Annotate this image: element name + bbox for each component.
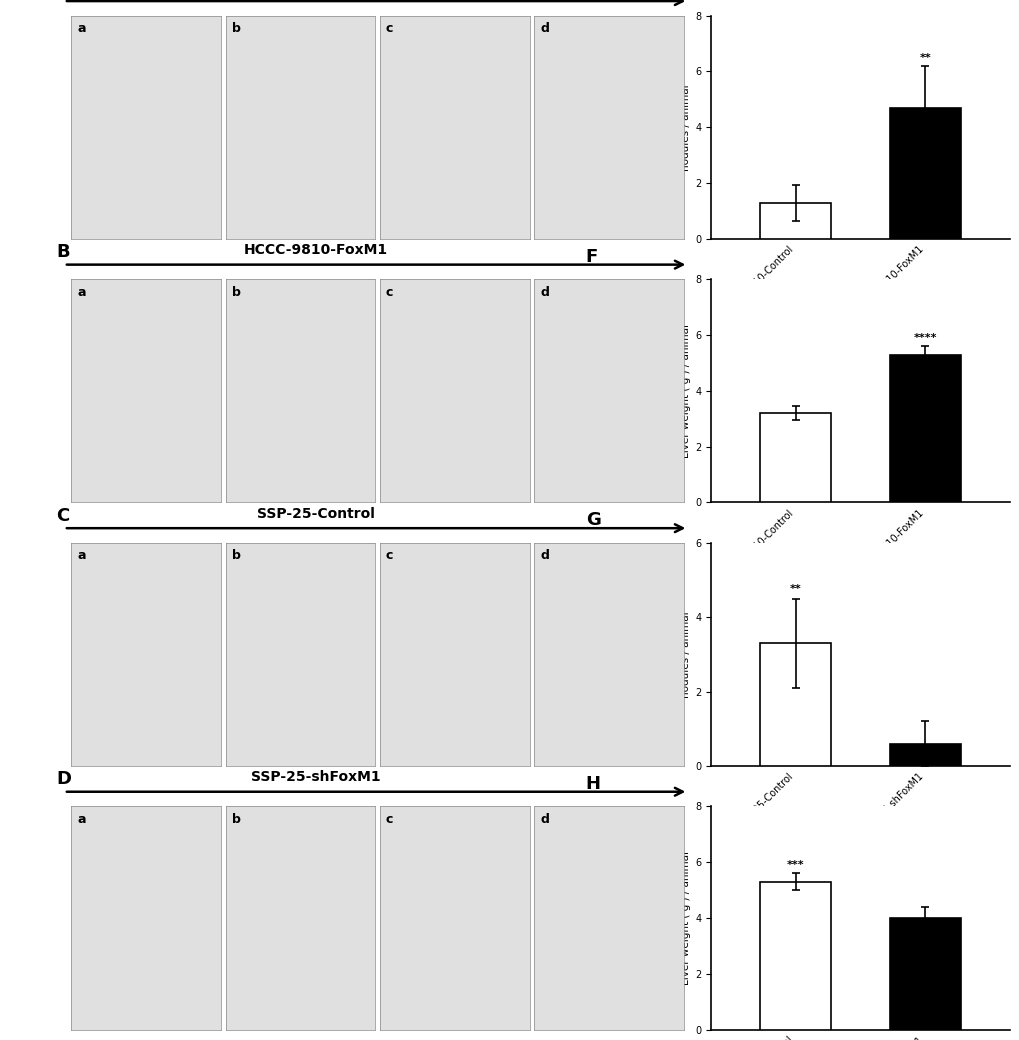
- Text: **: **: [789, 584, 801, 594]
- Bar: [759, 413, 830, 502]
- Text: E: E: [585, 0, 597, 2]
- Text: b: b: [231, 549, 240, 563]
- Text: a: a: [77, 813, 86, 826]
- Text: c: c: [385, 22, 392, 35]
- Text: a: a: [77, 549, 86, 563]
- Text: d: d: [539, 549, 548, 563]
- Text: ****: ****: [913, 333, 936, 343]
- Text: b: b: [231, 22, 240, 35]
- Y-axis label: Total number of tumor
nodules / animal: Total number of tumor nodules / animal: [668, 596, 690, 712]
- Y-axis label: Liver weight ( g ) / animal: Liver weight ( g ) / animal: [681, 323, 690, 458]
- Title: HCCC-9810-FoxM1: HCCC-9810-FoxM1: [244, 243, 387, 257]
- Title: SSP-25-Control: SSP-25-Control: [256, 506, 374, 521]
- Text: B: B: [56, 243, 70, 261]
- Bar: [759, 203, 830, 239]
- Text: c: c: [385, 549, 392, 563]
- Bar: [889, 355, 960, 502]
- Y-axis label: Liver weight ( g ) / animal: Liver weight ( g ) / animal: [681, 851, 690, 985]
- Text: d: d: [539, 286, 548, 298]
- Text: C: C: [56, 506, 69, 525]
- Text: D: D: [56, 771, 71, 788]
- Text: c: c: [385, 286, 392, 298]
- Bar: [889, 108, 960, 239]
- Text: H: H: [585, 775, 600, 792]
- Text: a: a: [77, 22, 86, 35]
- Bar: [759, 643, 830, 766]
- Title: SSP-25-shFoxM1: SSP-25-shFoxM1: [251, 771, 380, 784]
- Bar: [759, 882, 830, 1030]
- Text: F: F: [585, 248, 597, 266]
- Text: a: a: [77, 286, 86, 298]
- Text: b: b: [231, 813, 240, 826]
- Text: d: d: [539, 22, 548, 35]
- Bar: [889, 744, 960, 766]
- Bar: [889, 918, 960, 1030]
- Text: **: **: [918, 52, 930, 62]
- Y-axis label: Total number of tumor
nodules / animal: Total number of tumor nodules / animal: [668, 69, 690, 185]
- Text: b: b: [231, 286, 240, 298]
- Text: ***: ***: [786, 860, 804, 869]
- Text: G: G: [585, 512, 600, 529]
- Text: d: d: [539, 813, 548, 826]
- Text: c: c: [385, 813, 392, 826]
